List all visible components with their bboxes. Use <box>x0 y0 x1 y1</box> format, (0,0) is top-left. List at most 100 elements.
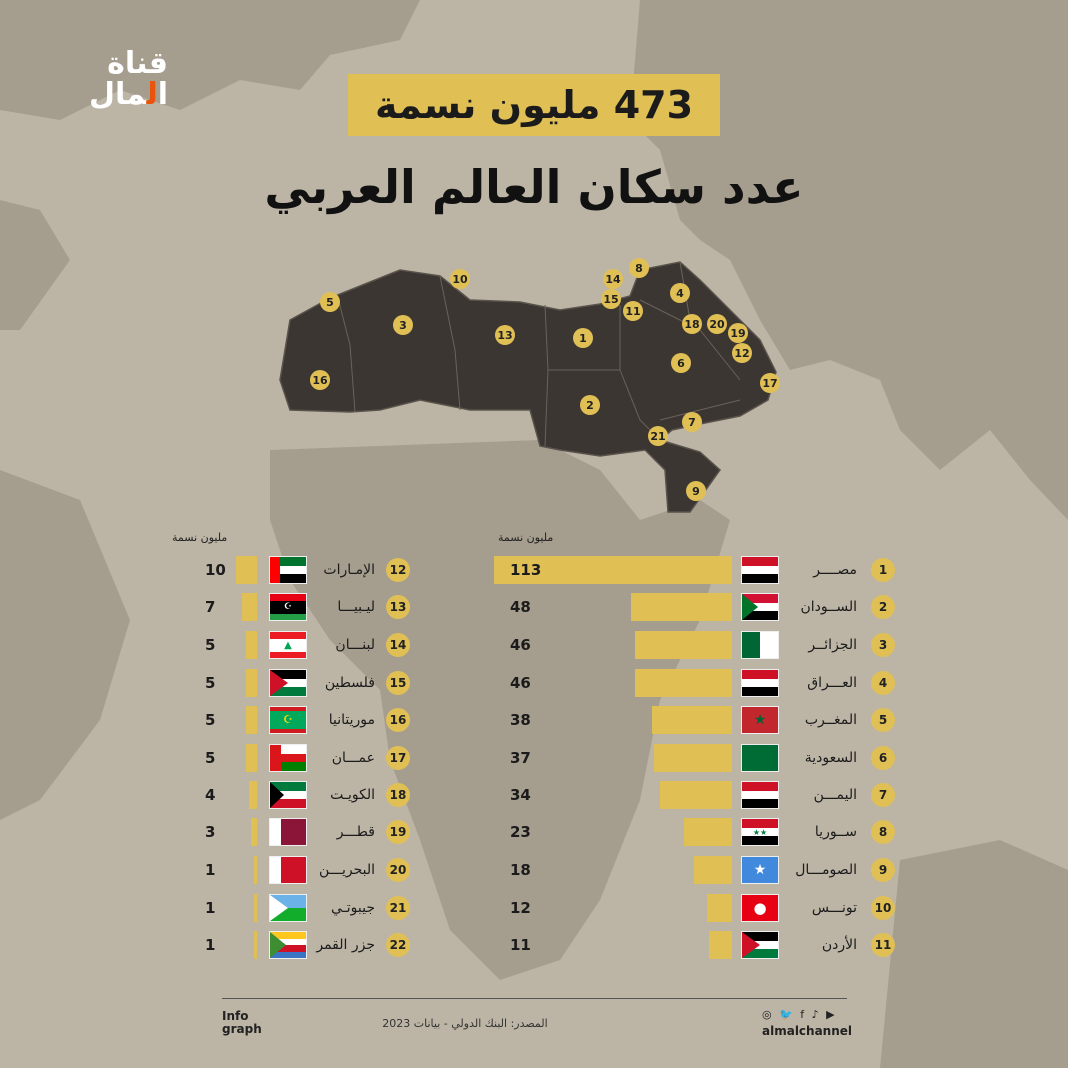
country-name: موريتانيا <box>328 712 375 728</box>
flag-comoros-icon <box>269 931 307 959</box>
value-label: 113 <box>510 561 542 579</box>
map-marker-19: 19 <box>730 327 745 340</box>
map-marker-7: 7 <box>688 416 696 429</box>
bar <box>248 781 257 809</box>
value-label: 18 <box>510 861 531 879</box>
map-marker-14: 14 <box>605 273 621 286</box>
country-name: الجزائــر <box>808 637 857 653</box>
bar <box>683 818 732 846</box>
country-name: تونـــس <box>811 900 857 916</box>
rank-badge: 5 <box>871 708 895 732</box>
country-name: فلسطين <box>324 675 375 691</box>
bar <box>246 631 257 659</box>
bar <box>242 593 257 621</box>
rank-badge: 14 <box>386 633 410 657</box>
country-name: الســودان <box>800 599 858 615</box>
value-label: 12 <box>510 899 531 917</box>
bar <box>254 856 257 884</box>
map-marker-5: 5 <box>326 296 334 309</box>
channel-logo: قناة المال <box>78 48 168 110</box>
flag-palestine-icon <box>269 669 307 697</box>
flag-bahrain-icon <box>269 856 307 884</box>
bar <box>246 669 257 697</box>
rank-badge: 16 <box>386 708 410 732</box>
country-name: البحريـــن <box>319 862 375 878</box>
flag-yemen-icon <box>741 781 779 809</box>
value-label: 48 <box>510 598 531 616</box>
bar <box>706 894 732 922</box>
bar <box>630 593 732 621</box>
flag-mauritania-icon: ☪ <box>269 706 307 734</box>
map-marker-8: 8 <box>635 262 643 275</box>
flag-iraq-icon <box>741 669 779 697</box>
flag-tunisia-icon: ● <box>741 894 779 922</box>
flag-qatar-icon <box>269 818 307 846</box>
map-marker-21: 21 <box>650 430 665 443</box>
value-label: 5 <box>205 711 216 729</box>
map-marker-12: 12 <box>734 347 749 360</box>
country-name: الأردن <box>821 937 857 953</box>
rank-badge: 3 <box>871 633 895 657</box>
bar <box>635 631 732 659</box>
value-label: 1 <box>205 899 216 917</box>
rank-badge: 21 <box>386 896 410 920</box>
value-label: 23 <box>510 823 531 841</box>
value-label: 37 <box>510 749 531 767</box>
flag-libya-icon: ☪ <box>269 593 307 621</box>
flag-kuwait-icon <box>269 781 307 809</box>
bar <box>635 669 732 697</box>
value-label: 1 <box>205 861 216 879</box>
bar <box>708 931 732 959</box>
value-label: 3 <box>205 823 216 841</box>
bar <box>494 556 732 584</box>
country-name: المغــرب <box>804 712 857 728</box>
map-marker-2: 2 <box>586 399 594 412</box>
value-label: 46 <box>510 674 531 692</box>
footer-divider <box>222 998 847 999</box>
bar <box>254 894 257 922</box>
bar <box>660 781 732 809</box>
country-name: قطـــر <box>336 824 375 840</box>
flag-oman-icon <box>269 744 307 772</box>
rank-badge: 4 <box>871 671 895 695</box>
country-name: الكويـت <box>330 787 375 803</box>
bar <box>235 556 257 584</box>
bar <box>654 744 732 772</box>
bar <box>246 744 257 772</box>
map-marker-3: 3 <box>399 319 407 332</box>
map-marker-16: 16 <box>312 374 328 387</box>
flag-saudi-icon <box>741 744 779 772</box>
country-name: الإمـارات <box>323 562 375 578</box>
flag-lebanon-icon: ▲ <box>269 631 307 659</box>
unit-label-right: مليون نسمة <box>498 531 554 544</box>
country-name: مصــــر <box>813 562 857 578</box>
logo-line-1: قناة <box>107 46 168 81</box>
rank-badge: 15 <box>386 671 410 695</box>
map-marker-17: 17 <box>762 377 777 390</box>
value-label: 46 <box>510 636 531 654</box>
rank-badge: 6 <box>871 746 895 770</box>
logo-line-2: المال <box>89 77 168 112</box>
map-marker-13: 13 <box>497 329 512 342</box>
social-icons: ◎ 🐦 f ♪ ▶ <box>762 1008 837 1021</box>
country-name: عمـــان <box>331 750 375 766</box>
value-label: 10 <box>205 561 226 579</box>
page-title: عدد سكان العالم العربي <box>264 160 804 214</box>
social-handle: almalchannel <box>762 1024 853 1038</box>
country-name: ليـبيـــا <box>337 599 375 615</box>
country-name: جيبوتـي <box>330 900 375 916</box>
map-marker-18: 18 <box>684 318 699 331</box>
map-marker-11: 11 <box>625 305 640 318</box>
map-marker-15: 15 <box>603 293 618 306</box>
value-label: 1 <box>205 936 216 954</box>
map-marker-9: 9 <box>692 485 700 498</box>
value-label: 5 <box>205 749 216 767</box>
rank-badge: 8 <box>871 820 895 844</box>
value-label: 11 <box>510 936 531 954</box>
rank-badge: 10 <box>871 896 895 920</box>
rank-badge: 19 <box>386 820 410 844</box>
country-name: لبنـــان <box>335 637 375 653</box>
unit-label-left: مليون نسمة <box>172 531 228 544</box>
rank-badge: 1 <box>871 558 895 582</box>
